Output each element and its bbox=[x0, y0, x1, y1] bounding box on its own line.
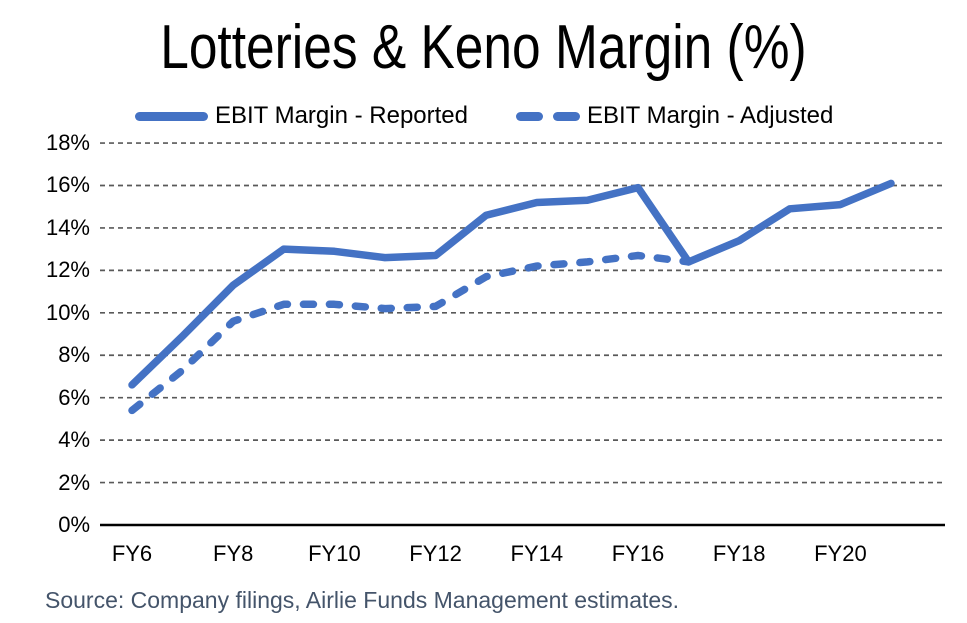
x-axis-label: FY18 bbox=[712, 541, 766, 566]
legend-label-adjusted: EBIT Margin - Adjusted bbox=[587, 102, 834, 129]
legend-item-reported: EBIT Margin - Reported bbox=[135, 102, 468, 130]
x-axis-label: FY16 bbox=[611, 541, 665, 566]
chart-title: Lotteries & Keno Margin (%) bbox=[0, 14, 967, 82]
chart-legend: EBIT Margin - Reported EBIT Margin - Adj… bbox=[135, 99, 833, 133]
y-axis-label: 2% bbox=[58, 469, 90, 495]
y-axis-label: 0% bbox=[58, 512, 90, 537]
y-axis-label: 18% bbox=[45, 130, 90, 156]
x-axis-label: FY10 bbox=[308, 541, 361, 566]
legend-dashed-line-swatch bbox=[516, 111, 580, 121]
legend-solid-line-swatch bbox=[135, 111, 208, 121]
x-axis-label: FY14 bbox=[510, 541, 564, 566]
legend-dash-segment bbox=[553, 111, 580, 121]
chart-title-text: Lotteries & Keno Margin (%) bbox=[160, 13, 807, 82]
y-axis-label: 14% bbox=[45, 214, 90, 240]
y-axis-label: 8% bbox=[58, 342, 90, 368]
x-axis-label: FY12 bbox=[409, 541, 462, 566]
y-axis-label: 6% bbox=[58, 384, 90, 410]
series-line-adjusted bbox=[128, 251, 693, 415]
y-axis-label: 4% bbox=[58, 427, 90, 453]
x-axis-label: FY20 bbox=[814, 541, 867, 566]
x-axis-label: FY6 bbox=[111, 541, 153, 566]
legend-dash-segment bbox=[516, 111, 543, 121]
series-line-reported bbox=[128, 179, 895, 389]
x-axis-label: FY8 bbox=[213, 541, 254, 566]
source-note: Source: Company filings, Airlie Funds Ma… bbox=[45, 587, 680, 613]
legend-label-reported: EBIT Margin - Reported bbox=[215, 102, 468, 129]
legend-item-adjusted: EBIT Margin - Adjusted bbox=[516, 102, 833, 130]
y-axis-label: 10% bbox=[45, 299, 90, 325]
y-axis-label: 12% bbox=[45, 257, 90, 283]
y-axis-label: 16% bbox=[45, 172, 90, 198]
